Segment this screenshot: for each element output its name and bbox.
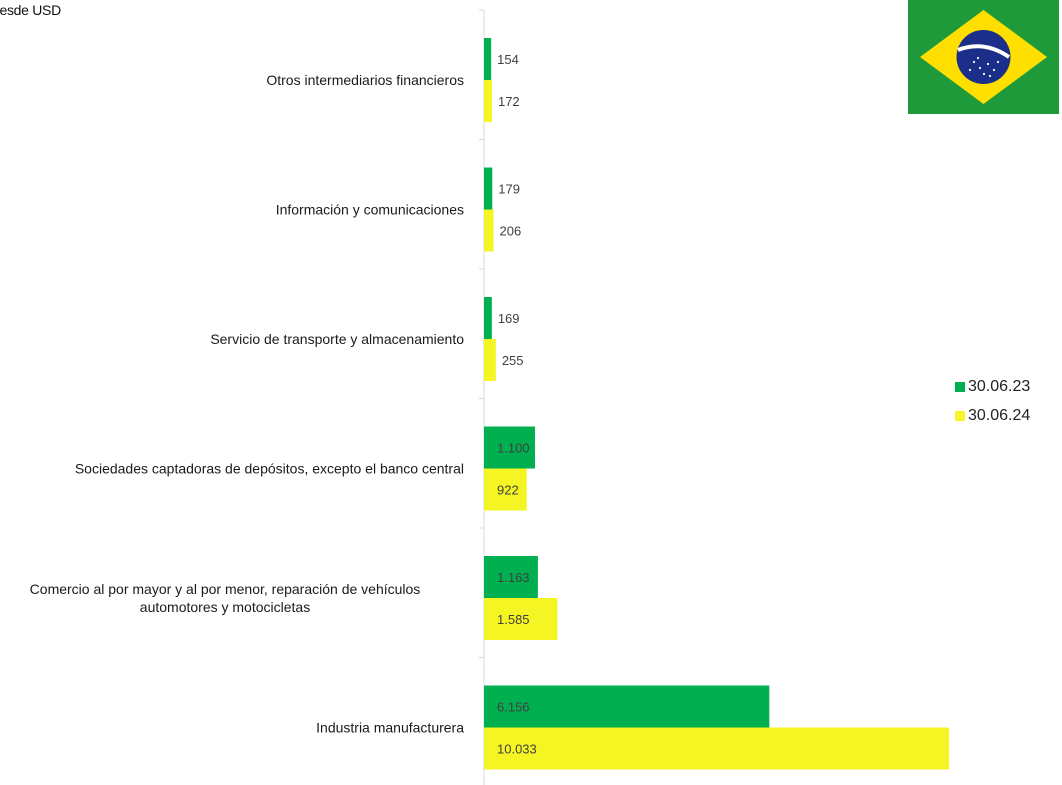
bar-30-06-23 bbox=[484, 38, 492, 80]
data-label: 1.163 bbox=[497, 570, 530, 585]
flag-star bbox=[976, 56, 980, 60]
data-label: 154 bbox=[497, 52, 519, 67]
flag-star bbox=[992, 68, 996, 72]
flag-star bbox=[978, 66, 982, 70]
bar-30-06-24 bbox=[484, 468, 527, 511]
bar-30-06-24 bbox=[484, 80, 492, 122]
flag-star bbox=[982, 72, 986, 76]
legend-label: 30.06.24 bbox=[968, 406, 1031, 424]
data-label: 10.033 bbox=[497, 742, 537, 757]
bar-30-06-23 bbox=[484, 167, 493, 210]
data-label: 1.585 bbox=[497, 612, 530, 627]
data-label: 1.100 bbox=[497, 441, 530, 456]
bar-30-06-24 bbox=[484, 339, 496, 381]
data-label: 172 bbox=[498, 94, 520, 109]
category-label: Sociedades captadoras de depósitos, exce… bbox=[75, 461, 464, 477]
bar-30-06-23 bbox=[484, 426, 535, 469]
flag-star bbox=[988, 74, 992, 78]
legend-swatch bbox=[955, 381, 965, 392]
bar-30-06-24 bbox=[484, 209, 494, 252]
bar-30-06-24 bbox=[484, 727, 949, 770]
legend-label: 30.06.23 bbox=[968, 377, 1031, 395]
category-label: Servicio de transporte y almacenamiento bbox=[210, 331, 464, 347]
legend: 30.06.23 30.06.24 bbox=[955, 372, 1030, 430]
data-label: 169 bbox=[498, 311, 520, 326]
brazil-flag-icon bbox=[908, 0, 1059, 114]
unit-label: nesde USD bbox=[0, 2, 61, 18]
legend-item-series-2: 30.06.24 bbox=[955, 401, 1030, 430]
category-label: Otros intermediarios financieros bbox=[266, 72, 464, 88]
bar-30-06-23 bbox=[484, 297, 492, 339]
data-label: 6.156 bbox=[497, 700, 530, 715]
legend-item-series-1: 30.06.23 bbox=[955, 372, 1030, 401]
legend-swatch bbox=[955, 410, 965, 421]
data-label: 206 bbox=[500, 224, 522, 239]
data-label: 922 bbox=[497, 483, 519, 498]
data-label: 255 bbox=[502, 353, 524, 368]
category-label: Comercio al por mayor y al por menor, re… bbox=[30, 581, 421, 615]
category-label: Industria manufacturera bbox=[316, 720, 464, 736]
category-label: Información y comunicaciones bbox=[276, 202, 464, 218]
bar-30-06-23 bbox=[484, 685, 770, 728]
bar-30-06-24 bbox=[484, 598, 558, 640]
flag-star bbox=[986, 62, 990, 66]
bar-30-06-23 bbox=[484, 556, 538, 598]
flag-star bbox=[968, 68, 972, 72]
flag-star bbox=[972, 60, 976, 64]
flag-star bbox=[996, 60, 1000, 64]
data-label: 179 bbox=[498, 182, 520, 197]
